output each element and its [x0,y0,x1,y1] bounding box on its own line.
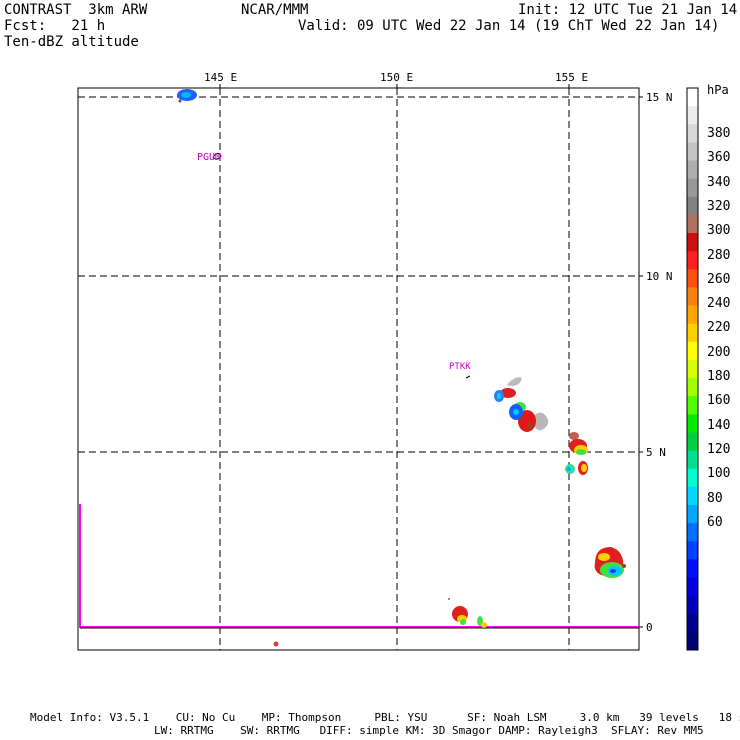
axis-ticks [219,84,643,628]
echo-cell [527,423,533,429]
colorbar-swatch [687,341,698,361]
echo-cell [178,99,182,103]
echo-cell [581,464,587,472]
colorbar-swatch [687,577,698,597]
colorbar-swatch [687,124,698,143]
colorbar-swatch [687,541,698,560]
center-name: NCAR/MMM [241,2,309,18]
echo-cell [181,92,191,98]
colorbar-swatch [687,486,698,506]
colorbar-unit: hPa [707,83,729,97]
colorbar-swatch [687,88,698,107]
colorbar-swatch [687,450,698,470]
echo-cell [273,641,279,647]
colorbar-swatch [687,323,698,343]
colorbar-tick-label: 120 [707,441,731,457]
echo-cell [460,619,466,625]
colorbar-swatch [687,523,698,542]
colorbar-swatch [687,359,698,379]
lon-label-155e: 155 E [555,71,589,84]
colorbar-border [686,87,699,651]
colorbar-swatch [687,106,698,125]
echo-cell [513,409,519,415]
colorbar-swatch [687,468,698,488]
station-marker-ptkk [465,375,471,379]
colorbar-swatch [687,432,698,452]
echo-cell [532,412,549,431]
colorbar-tick-label: 220 [707,320,731,336]
colorbar-swatch [687,305,698,325]
echo-cell [598,553,610,561]
init-time: Init: 12 UTC Tue 21 Jan 14 [518,2,738,18]
echo-cell [448,598,450,600]
lat-label-0: 0 [646,621,653,634]
colorbar-tick-label: 80 [707,490,723,506]
colorbar-swatch [687,214,698,234]
colorbar-tick-label: 300 [707,223,731,239]
colorbar-swatch [687,396,698,415]
colorbar-swatch [687,378,698,397]
colorbar-tick-label: 240 [707,296,731,312]
field-name: Ten-dBZ altitude [4,34,139,50]
colorbar-swatch [687,142,698,162]
echo-cell [622,564,626,568]
model-info-line2: LW: RRTMG SW: RRTMG DIFF: simple KM: 3D … [154,724,704,737]
lat-label-5n: 5 N [646,446,666,459]
model-info-line1: Model Info: V3.5.1 CU: No Cu MP: Thompso… [30,711,740,724]
colorbar-tick-label: 340 [707,174,731,190]
colorbar-swatch [687,160,698,180]
colorbar-swatch [687,178,698,198]
colorbar-swatch [687,414,698,433]
colorbar-swatch [687,559,698,578]
domain-boundary [79,504,639,628]
lat-lon-grid [78,88,639,650]
colorbar-tick-label: 100 [707,466,731,482]
colorbar-tick-label: 180 [707,369,731,384]
echo-cell [569,432,579,440]
radar-echoes [177,89,626,647]
echo-cell [610,569,616,573]
echo-cell [500,388,516,398]
colorbar-tick-label: 380 [707,126,731,141]
colorbar-tick-label: 140 [707,417,731,433]
colorbar-tick-label: 60 [707,514,723,530]
lon-label-150e: 150 E [380,71,414,84]
echo-cell [576,449,586,455]
station-label-pgum: PGUM [197,152,222,163]
colorbar-swatch [687,504,698,524]
map-frame [77,87,640,651]
colorbar-tick-label: 260 [707,271,731,287]
colorbar-tick-label: 200 [707,344,731,360]
colorbar-tick-label: 320 [707,198,731,214]
valid-time: Valid: 09 UTC Wed 22 Jan 14 (19 ChT Wed … [298,18,720,34]
colorbar-swatch [687,269,698,288]
colorbar-swatch [687,287,698,307]
colorbar-swatch [687,196,698,216]
model-title: CONTRAST 3km ARW [4,2,148,18]
colorbar [686,87,699,651]
colorbar-swatch [687,233,698,252]
colorbar-swatch [687,613,698,633]
echo-cell [497,393,501,399]
colorbar-swatch [687,631,698,651]
island-outline [212,152,222,160]
colorbar-swatch [687,251,698,270]
lat-label-15n: 15 N [646,91,673,104]
colorbar-swatch [687,595,698,615]
echo-cell [481,622,487,628]
lat-label-10n: 10 N [646,270,673,283]
forecast-hour: Fcst: 21 h [4,18,106,34]
station-label-ptkk: PTKK [449,362,471,372]
lon-label-145e: 145 E [204,71,238,84]
echo-cell [567,467,571,471]
colorbar-tick-label: 160 [707,393,731,409]
colorbar-tick-label: 360 [707,150,731,166]
colorbar-tick-label: 280 [707,247,731,263]
echo-cell [507,377,522,386]
